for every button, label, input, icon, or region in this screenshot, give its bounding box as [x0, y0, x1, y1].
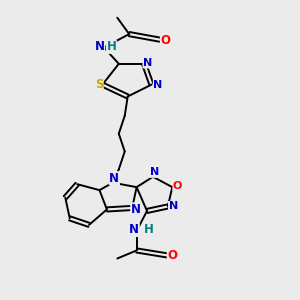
Text: N: N [150, 167, 159, 177]
Text: N: N [129, 224, 139, 236]
Text: N: N [143, 58, 152, 68]
Text: O: O [160, 34, 170, 46]
Text: N: N [131, 203, 141, 216]
Text: N: N [94, 40, 104, 53]
Text: S: S [94, 78, 103, 91]
Text: N: N [169, 202, 178, 212]
Text: N: N [153, 80, 163, 90]
Text: H: H [144, 224, 154, 236]
Text: O: O [167, 249, 177, 262]
Text: N: N [109, 172, 119, 185]
Text: O: O [173, 181, 182, 191]
Text: H: H [106, 40, 116, 53]
